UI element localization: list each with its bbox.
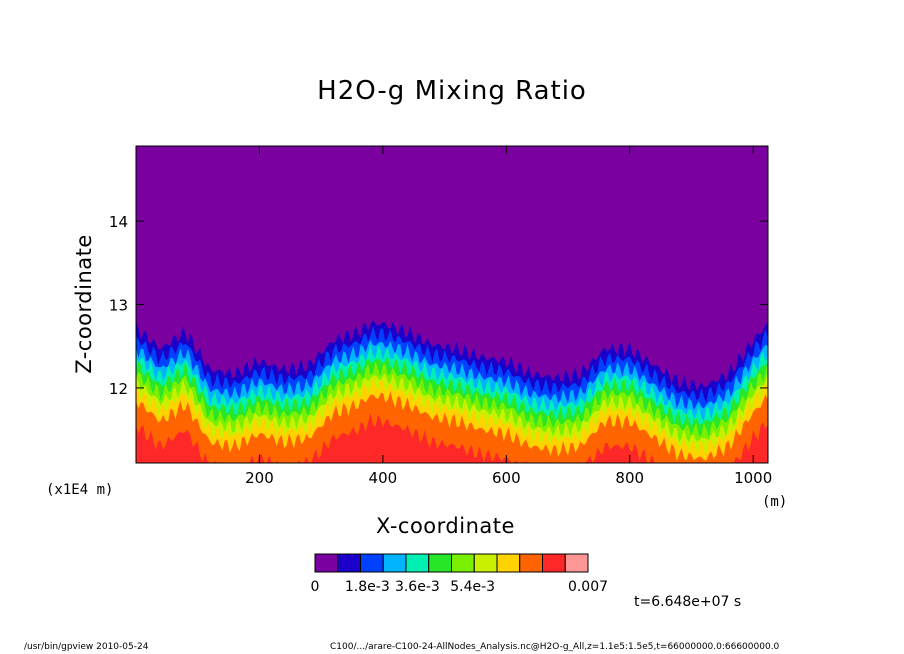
chart-title: H2O-g Mixing Ratio (317, 76, 587, 106)
colorbar-swatch (314, 553, 339, 573)
colorbar-swatch (519, 553, 543, 573)
x-unit-label: (m) (762, 494, 788, 510)
time-label: t=6.648e+07 s (634, 594, 742, 610)
colorbar-swatch (451, 553, 475, 573)
y-tick-label: 14 (109, 213, 128, 231)
colorbar-swatch (360, 553, 384, 573)
y-tick-label: 12 (109, 380, 128, 398)
colorbar-label: 1.8e-3 (345, 579, 390, 595)
y-axis-label: Z-coordinate (72, 234, 96, 374)
colorbar-swatch (473, 553, 498, 573)
footer-right: C100/.../arare-C100-24-AllNodes_Analysis… (330, 642, 780, 652)
colorbar-swatch (564, 553, 589, 573)
x-tick-label: 600 (492, 469, 521, 487)
moisture-band-9 (136, 391, 768, 463)
moisture-band-10 (136, 413, 768, 463)
colorbar-swatch (337, 553, 361, 573)
colorbar-label: 5.4e-3 (450, 579, 495, 595)
colorbar-label: 0 (311, 579, 320, 595)
colorbar-swatch (496, 553, 521, 573)
y-scale-note: (x1E4 m) (46, 482, 114, 498)
x-axis-label: X-coordinate (376, 514, 515, 538)
colorbar-label: 3.6e-3 (395, 579, 440, 595)
colorbar-label: 0.007 (568, 579, 608, 595)
y-tick-label: 13 (109, 297, 128, 315)
colorbar-swatch (542, 553, 566, 573)
colorbar-swatch (405, 553, 430, 573)
x-tick-label: 800 (615, 469, 644, 487)
x-tick-label: 200 (245, 469, 274, 487)
x-tick-label: 1000 (734, 469, 772, 487)
footer-left: /usr/bin/gpview 2010-05-24 (24, 642, 149, 652)
x-tick-label: 400 (369, 469, 398, 487)
colorbar-swatch (428, 553, 452, 573)
colorbar-swatch (382, 553, 407, 573)
